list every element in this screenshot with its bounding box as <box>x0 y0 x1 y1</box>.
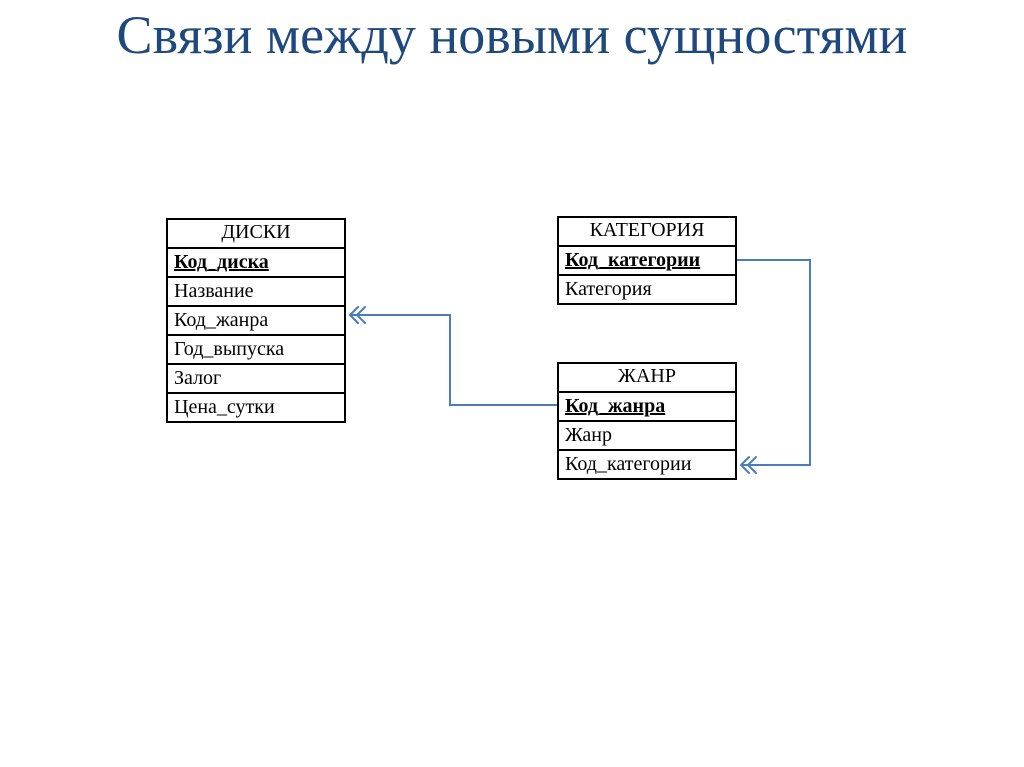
entity-genre-field-1: Жанр <box>559 422 735 451</box>
entity-category-title: КАТЕГОРИЯ <box>559 218 735 247</box>
entity-disks-field-1: Название <box>168 278 344 307</box>
entity-category-field-1: Категория <box>559 276 735 303</box>
entity-category: КАТЕГОРИЯ Код_категории Категория <box>557 216 737 305</box>
entity-disks-field-0: Код_диска <box>168 249 344 278</box>
entity-genre-field-0: Код_жанра <box>559 393 735 422</box>
entity-genre-title: ЖАНР <box>559 364 735 393</box>
entity-disks-title: ДИСКИ <box>168 220 344 249</box>
entity-category-field-0: Код_категории <box>559 247 735 276</box>
entity-disks-field-4: Залог <box>168 365 344 394</box>
connection-lines <box>0 0 1024 767</box>
entity-genre-field-2: Код_категории <box>559 451 735 478</box>
entity-disks-field-5: Цена_сутки <box>168 394 344 421</box>
entity-disks: ДИСКИ Код_диска Название Код_жанра Год_в… <box>166 218 346 423</box>
entity-genre: ЖАНР Код_жанра Жанр Код_категории <box>557 362 737 480</box>
er-diagram: ДИСКИ Код_диска Название Код_жанра Год_в… <box>0 0 1024 767</box>
entity-disks-field-3: Год_выпуска <box>168 336 344 365</box>
entity-disks-field-2: Код_жанра <box>168 307 344 336</box>
